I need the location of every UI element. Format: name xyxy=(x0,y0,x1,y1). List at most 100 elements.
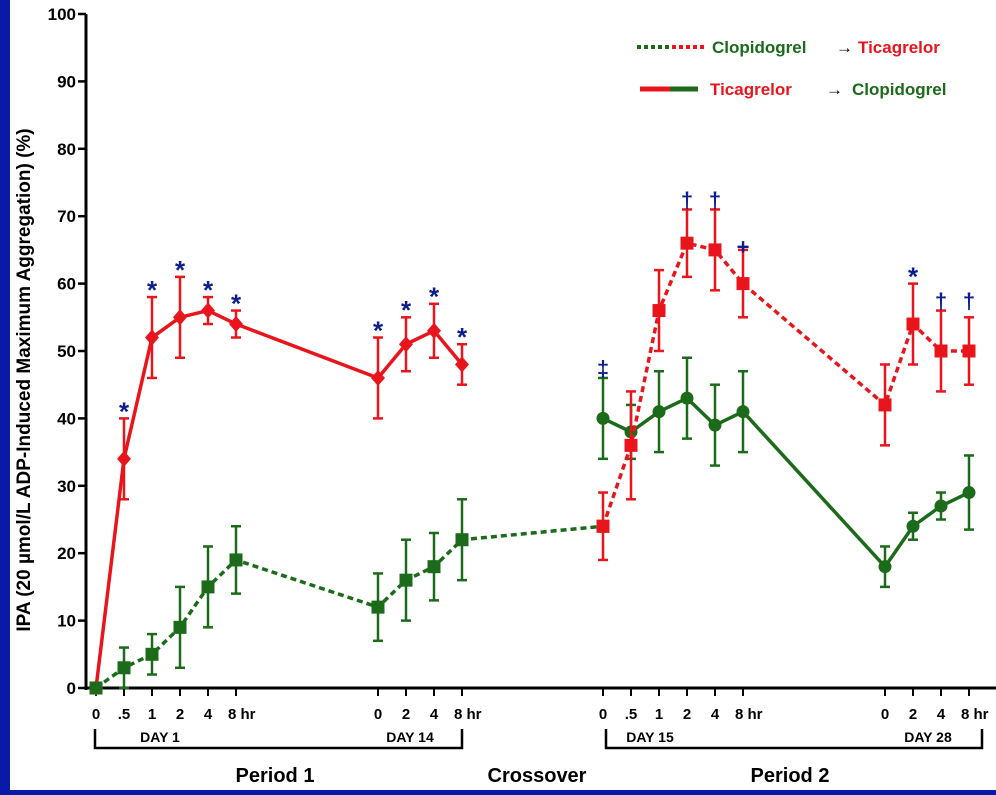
series-line xyxy=(601,241,969,527)
data-point-square xyxy=(455,533,469,547)
day-label: DAY 28 xyxy=(904,729,952,745)
data-point-square xyxy=(624,438,638,452)
data-point-diamond xyxy=(117,450,131,467)
y-tick-label: 100 xyxy=(48,5,76,24)
data-point-square xyxy=(708,243,722,257)
data-point-square xyxy=(201,580,215,594)
data-point-square xyxy=(117,661,131,675)
x-tick-label: .5 xyxy=(625,706,638,723)
bracket-line xyxy=(604,729,984,750)
x-tick-label: 4 xyxy=(204,706,213,723)
data-point-square xyxy=(89,681,103,695)
y-tick-label: 10 xyxy=(57,612,76,631)
significance-marker: † xyxy=(709,187,721,212)
y-tick-label: 0 xyxy=(67,679,76,698)
data-point-square xyxy=(680,236,694,250)
data-point-circle xyxy=(708,418,722,432)
significance-marker: * xyxy=(373,315,384,345)
x-tick-label: 1 xyxy=(655,706,663,723)
plot-panel xyxy=(10,0,996,790)
legend-label-first: Ticagrelor xyxy=(710,80,792,99)
data-point-square xyxy=(934,344,948,358)
x-tick-label: 2 xyxy=(402,706,410,723)
legend-label-second: Ticagrelor xyxy=(858,38,940,57)
data-point-square xyxy=(878,398,892,412)
y-tick-label: 50 xyxy=(57,342,76,361)
x-tick-label: 2 xyxy=(176,706,184,723)
x-tick-label: 8 hr xyxy=(454,706,482,723)
series-0-period2 xyxy=(596,356,976,589)
significance-marker: † xyxy=(681,187,693,212)
x-tick-label: 8 hr xyxy=(228,706,256,723)
y-tick-label: 30 xyxy=(57,477,76,496)
significance-marker: * xyxy=(457,322,468,352)
significance-marker: * xyxy=(401,295,412,325)
data-point-square xyxy=(399,573,413,587)
series-line xyxy=(602,396,970,569)
x-tick-label: 1 xyxy=(148,706,156,723)
data-point-diamond xyxy=(201,302,215,319)
data-point-square xyxy=(962,344,976,358)
data-point-square xyxy=(596,519,610,533)
data-point-square xyxy=(173,620,187,634)
significance-marker: * xyxy=(231,288,242,318)
x-tick-label: 4 xyxy=(430,706,439,723)
data-point-square xyxy=(906,317,920,331)
y-tick-label: 60 xyxy=(57,275,76,294)
significance-marker: * xyxy=(203,275,214,305)
data-point-diamond xyxy=(399,336,413,353)
bracket-line xyxy=(93,729,464,750)
y-tick-label: 20 xyxy=(57,544,76,563)
legend-label-first: Clopidogrel xyxy=(712,38,806,57)
x-tick-label: 8 hr xyxy=(735,706,763,723)
x-tick-label: 8 hr xyxy=(961,706,989,723)
data-point-diamond xyxy=(455,356,469,373)
period-label: Crossover xyxy=(488,765,587,787)
significance-marker: † xyxy=(935,288,947,313)
data-point-circle xyxy=(596,411,610,425)
data-point-circle xyxy=(652,405,666,419)
data-point-circle xyxy=(934,499,948,513)
y-tick-label: 80 xyxy=(57,140,76,159)
data-point-diamond xyxy=(145,329,159,346)
significance-marker: * xyxy=(147,275,158,305)
data-point-square xyxy=(652,304,666,318)
data-point-square xyxy=(371,600,385,614)
series-0-period1 xyxy=(89,275,469,696)
legend-entry-1: Ticagrelor → Clopidogrel xyxy=(640,80,946,99)
x-tick-label: 0 xyxy=(599,706,607,723)
data-point-diamond xyxy=(229,316,243,333)
data-point-diamond xyxy=(371,369,385,386)
significance-marker: * xyxy=(908,261,919,291)
annotations-layer: * * * * * * * * * ‡ † † + * † † xyxy=(119,187,975,426)
x-tick-label: 0 xyxy=(881,706,889,723)
x-tick-label: 0 xyxy=(92,706,100,723)
series-layer xyxy=(89,208,976,696)
x-tick-label: 4 xyxy=(937,706,946,723)
data-point-circle xyxy=(962,486,976,500)
significance-marker: * xyxy=(429,282,440,312)
data-point-square xyxy=(427,560,441,574)
significance-marker: * xyxy=(119,396,130,426)
series-1-period2 xyxy=(596,208,976,562)
y-tick-label: 40 xyxy=(57,409,76,428)
day-bracket-1: DAY 15 DAY 28 xyxy=(604,729,984,750)
significance-marker: ‡ xyxy=(597,356,609,381)
data-point-circle xyxy=(736,405,750,419)
data-point-square xyxy=(736,277,750,291)
data-point-diamond xyxy=(427,322,441,339)
day-label: DAY 15 xyxy=(626,729,674,745)
data-point-diamond xyxy=(173,309,187,326)
legend-label-second: Clopidogrel xyxy=(852,80,946,99)
period-label: Period 1 xyxy=(236,765,315,787)
y-tick-label: 70 xyxy=(57,207,76,226)
day-label: DAY 1 xyxy=(140,729,180,745)
day-bracket-0: DAY 1 DAY 14 xyxy=(93,729,464,750)
significance-marker: † xyxy=(963,288,975,313)
x-tick-label: 2 xyxy=(683,706,691,723)
series-1-period1 xyxy=(89,498,610,695)
significance-marker: * xyxy=(175,255,186,285)
y-tick-label: 90 xyxy=(57,72,76,91)
